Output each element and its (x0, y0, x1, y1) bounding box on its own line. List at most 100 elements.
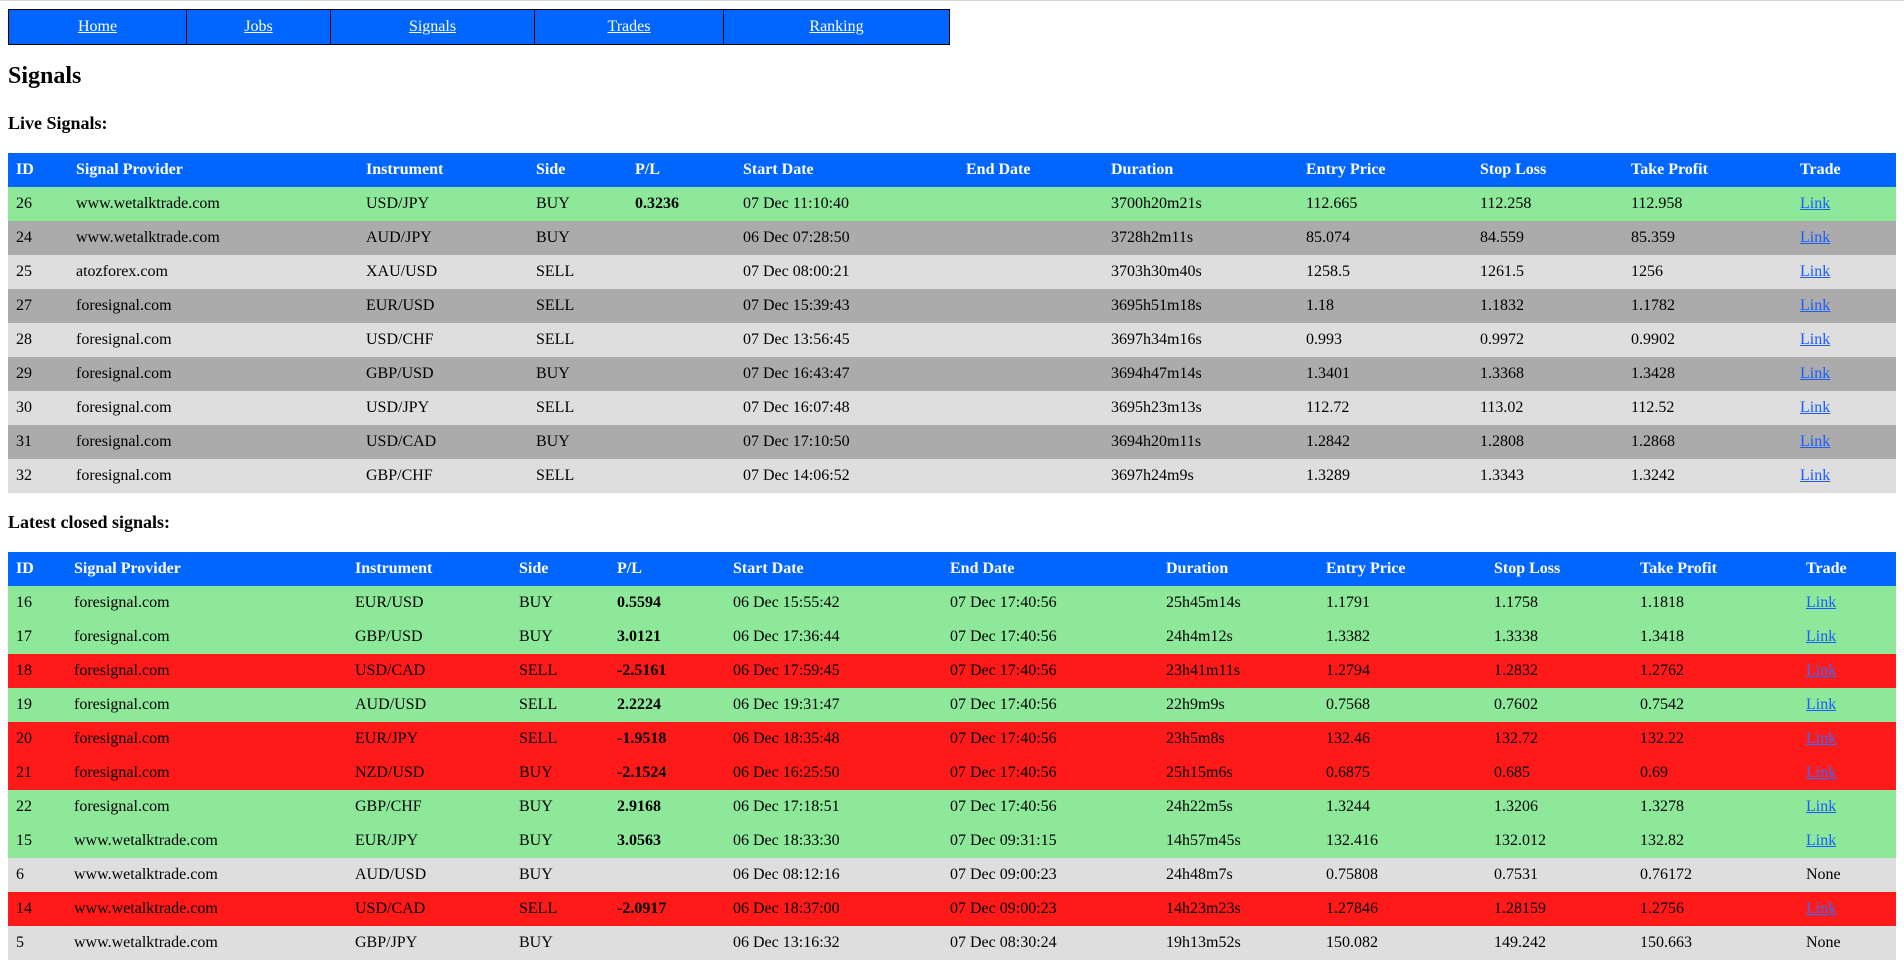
trade-link[interactable]: Link (1806, 798, 1837, 815)
nav-link-ranking[interactable]: Ranking (809, 18, 864, 35)
instrument-cell: USD/CAD (347, 654, 511, 688)
id-cell: 25 (8, 255, 68, 289)
id-cell: 29 (8, 357, 68, 391)
id-cell: 16 (8, 586, 66, 620)
trade-link[interactable]: Link (1800, 399, 1831, 416)
id-cell: 14 (8, 892, 66, 926)
instrument-cell: AUD/USD (347, 688, 511, 722)
instrument-cell: GBP/JPY (347, 926, 511, 960)
entry-price-cell: 85.074 (1298, 221, 1472, 255)
trade-cell: Link (1792, 357, 1896, 391)
trade-link[interactable]: Link (1806, 594, 1837, 611)
trade-link[interactable]: Link (1806, 764, 1837, 781)
table-row: 16 foresignal.com EUR/USD BUY 0.5594 06 Dec 1… (8, 586, 1896, 620)
id-cell: 21 (8, 756, 66, 790)
start-date-cell: 07 Dec 16:43:47 (735, 357, 958, 391)
entry-price-cell: 150.082 (1318, 926, 1486, 960)
provider-cell: www.wetalktrade.com (66, 926, 347, 960)
column-header: Side (511, 552, 609, 586)
provider-cell: foresignal.com (68, 289, 358, 323)
table-row: 32 foresignal.com GBP/CHF SELL 07 Dec 14:06:… (8, 459, 1896, 493)
start-date-cell: 07 Dec 17:10:50 (735, 425, 958, 459)
trade-link[interactable]: Link (1800, 195, 1831, 212)
nav-link-home[interactable]: Home (77, 18, 118, 35)
stop-loss-cell: 0.7602 (1486, 688, 1632, 722)
duration-cell: 3700h20m21s (1103, 187, 1298, 221)
trade-link[interactable]: Link (1800, 297, 1831, 314)
provider-cell: foresignal.com (68, 323, 358, 357)
column-header: Start Date (725, 552, 942, 586)
entry-price-cell: 1.2794 (1318, 654, 1486, 688)
trade-link[interactable]: Link (1806, 730, 1837, 747)
end-date-cell: 07 Dec 17:40:56 (942, 586, 1158, 620)
provider-cell: foresignal.com (66, 790, 347, 824)
table-row: 15 www.wetalktrade.com EUR/JPY BUY 3.0563 06 … (8, 824, 1896, 858)
trade-link[interactable]: Link (1806, 662, 1837, 679)
trade-cell: Link (1798, 654, 1896, 688)
take-profit-cell: 132.22 (1632, 722, 1798, 756)
start-date-cell: 06 Dec 16:25:50 (725, 756, 942, 790)
table-row: 27 foresignal.com EUR/USD SELL 07 Dec 15:39:… (8, 289, 1896, 323)
trade-link[interactable]: Link (1800, 229, 1831, 246)
trade-link[interactable]: Link (1800, 433, 1831, 450)
trade-link[interactable]: Link (1806, 832, 1837, 849)
nav-item-ranking: Ranking (724, 10, 949, 44)
column-header: Duration (1103, 153, 1298, 187)
duration-cell: 24h4m12s (1158, 620, 1318, 654)
pl-cell (627, 323, 735, 357)
stop-loss-cell: 132.012 (1486, 824, 1632, 858)
take-profit-cell: 112.52 (1623, 391, 1792, 425)
side-cell: BUY (511, 824, 609, 858)
duration-cell: 14h23m23s (1158, 892, 1318, 926)
column-header: Entry Price (1298, 153, 1472, 187)
stop-loss-cell: 1.3368 (1472, 357, 1623, 391)
nav-link-trades[interactable]: Trades (607, 18, 651, 35)
instrument-cell: USD/JPY (358, 391, 528, 425)
instrument-cell: USD/CHF (358, 323, 528, 357)
trade-link[interactable]: Link (1806, 900, 1837, 917)
column-header: P/L (609, 552, 725, 586)
id-cell: 24 (8, 221, 68, 255)
trade-cell: Link (1792, 323, 1896, 357)
trade-link[interactable]: Link (1800, 263, 1831, 280)
pl-cell: 0.3236 (627, 187, 735, 221)
pl-cell: -1.9518 (609, 722, 725, 756)
take-profit-cell: 1.3278 (1632, 790, 1798, 824)
start-date-cell: 06 Dec 19:31:47 (725, 688, 942, 722)
stop-loss-cell: 149.242 (1486, 926, 1632, 960)
end-date-cell: 07 Dec 17:40:56 (942, 620, 1158, 654)
trade-link[interactable]: Link (1806, 628, 1837, 645)
column-header: Duration (1158, 552, 1318, 586)
end-date-cell: 07 Dec 17:40:56 (942, 654, 1158, 688)
pl-cell (627, 459, 735, 493)
start-date-cell: 07 Dec 15:39:43 (735, 289, 958, 323)
instrument-cell: NZD/USD (347, 756, 511, 790)
trade-cell: Link (1792, 221, 1896, 255)
trade-cell: Link (1792, 425, 1896, 459)
take-profit-cell: 0.76172 (1632, 858, 1798, 892)
end-date-cell (958, 459, 1103, 493)
duration-cell: 3694h47m14s (1103, 357, 1298, 391)
entry-price-cell: 1.2842 (1298, 425, 1472, 459)
nav-link-signals[interactable]: Signals (408, 18, 457, 35)
side-cell: SELL (528, 459, 627, 493)
end-date-cell: 07 Dec 09:31:15 (942, 824, 1158, 858)
stop-loss-cell: 0.9972 (1472, 323, 1623, 357)
id-cell: 27 (8, 289, 68, 323)
entry-price-cell: 112.72 (1298, 391, 1472, 425)
duration-cell: 3703h30m40s (1103, 255, 1298, 289)
side-cell: SELL (511, 722, 609, 756)
entry-price-cell: 0.6875 (1318, 756, 1486, 790)
trade-link[interactable]: Link (1806, 696, 1837, 713)
stop-loss-cell: 0.685 (1486, 756, 1632, 790)
nav-link-jobs[interactable]: Jobs (244, 18, 273, 35)
instrument-cell: EUR/JPY (347, 824, 511, 858)
trade-link[interactable]: Link (1800, 467, 1831, 484)
trade-link[interactable]: Link (1800, 365, 1831, 382)
id-cell: 26 (8, 187, 68, 221)
trade-link[interactable]: Link (1800, 331, 1831, 348)
side-cell: SELL (528, 289, 627, 323)
entry-price-cell: 0.7568 (1318, 688, 1486, 722)
id-cell: 18 (8, 654, 66, 688)
id-cell: 31 (8, 425, 68, 459)
